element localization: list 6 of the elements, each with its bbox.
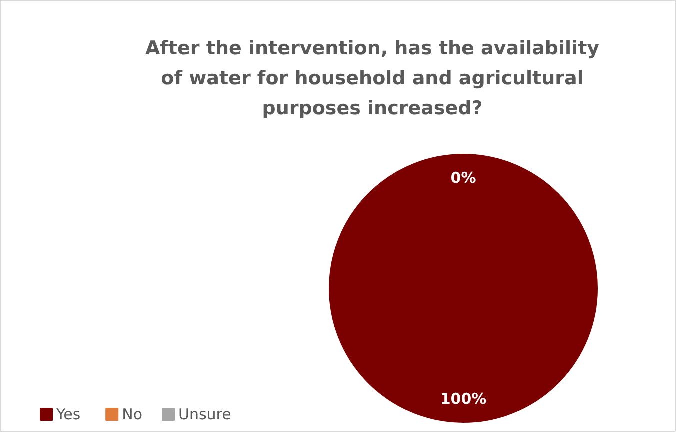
legend-label: Unsure <box>178 406 232 424</box>
data-label: 100% <box>440 390 487 408</box>
legend-label: No <box>122 406 143 424</box>
chart-title: After the intervention, has the availability of water for household and agricultural purposes increased? <box>145 38 600 120</box>
legend-label: Yes <box>56 406 81 424</box>
text: 0% <box>450 168 476 187</box>
